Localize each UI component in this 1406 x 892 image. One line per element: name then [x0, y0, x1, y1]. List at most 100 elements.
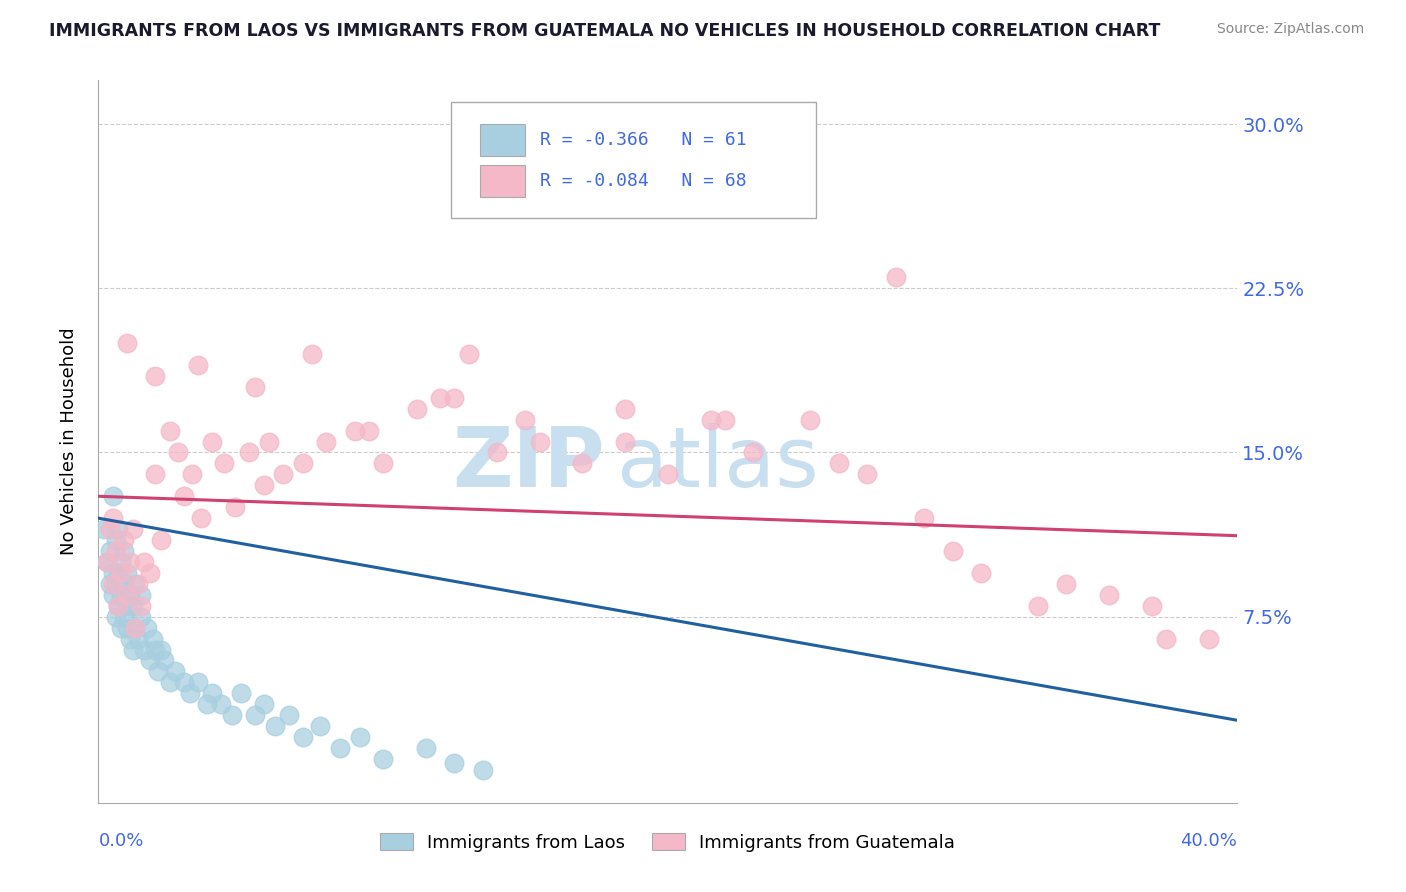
Point	[159, 675, 181, 690]
Point	[129, 609, 152, 624]
Point	[129, 599, 152, 613]
Point	[292, 730, 315, 744]
Point	[98, 577, 121, 591]
Point	[373, 752, 395, 766]
Point	[406, 401, 429, 416]
Point	[292, 457, 315, 471]
Text: Source: ZipAtlas.com: Source: ZipAtlas.com	[1216, 22, 1364, 37]
Point	[110, 621, 132, 635]
Point	[167, 445, 190, 459]
Point	[301, 347, 323, 361]
Point	[132, 642, 155, 657]
Point	[856, 467, 879, 482]
Point	[121, 599, 143, 613]
Point	[124, 621, 146, 635]
Point	[471, 763, 494, 777]
Point	[429, 391, 451, 405]
Point	[145, 642, 167, 657]
Point	[118, 588, 141, 602]
Point	[443, 756, 465, 771]
Point	[415, 741, 437, 756]
Point	[141, 632, 163, 646]
Point	[1140, 599, 1163, 613]
Point	[112, 544, 135, 558]
Point	[112, 577, 135, 591]
FancyBboxPatch shape	[479, 165, 526, 197]
Text: atlas: atlas	[617, 423, 818, 504]
Point	[112, 533, 135, 547]
Point	[110, 555, 132, 569]
Point	[98, 544, 121, 558]
Point	[115, 621, 138, 635]
Point	[699, 412, 721, 426]
Point	[273, 467, 295, 482]
Point	[96, 555, 118, 569]
Point	[212, 457, 235, 471]
Point	[135, 621, 157, 635]
Point	[195, 698, 218, 712]
Point	[714, 412, 737, 426]
Point	[190, 511, 212, 525]
Point	[115, 599, 138, 613]
Point	[614, 401, 637, 416]
Text: R = -0.366   N = 61: R = -0.366 N = 61	[540, 131, 747, 149]
Point	[118, 632, 141, 646]
Point	[110, 566, 132, 580]
Point	[179, 686, 201, 700]
Point	[329, 741, 352, 756]
Point	[614, 434, 637, 449]
Text: IMMIGRANTS FROM LAOS VS IMMIGRANTS FROM GUATEMALA NO VEHICLES IN HOUSEHOLD CORRE: IMMIGRANTS FROM LAOS VS IMMIGRANTS FROM …	[49, 22, 1160, 40]
Text: ZIP: ZIP	[453, 423, 605, 504]
Point	[486, 445, 509, 459]
Point	[209, 698, 232, 712]
Point	[159, 424, 181, 438]
Point	[252, 698, 274, 712]
Point	[657, 467, 679, 482]
Point	[278, 708, 301, 723]
Point	[201, 686, 224, 700]
Point	[243, 380, 266, 394]
Point	[101, 489, 124, 503]
Point	[373, 457, 395, 471]
Point	[127, 577, 149, 591]
Point	[115, 336, 138, 351]
Point	[529, 434, 551, 449]
Point	[224, 500, 246, 515]
Point	[173, 489, 195, 503]
FancyBboxPatch shape	[451, 102, 815, 218]
Point	[104, 533, 127, 547]
Point	[107, 599, 129, 613]
Point	[1098, 588, 1121, 602]
Point	[357, 424, 380, 438]
Point	[457, 347, 479, 361]
Point	[107, 566, 129, 580]
Point	[104, 609, 127, 624]
Point	[912, 511, 935, 525]
Point	[252, 478, 274, 492]
Point	[127, 632, 149, 646]
Point	[173, 675, 195, 690]
Text: R = -0.084   N = 68: R = -0.084 N = 68	[540, 172, 747, 190]
Point	[115, 566, 138, 580]
Text: 40.0%: 40.0%	[1181, 831, 1237, 850]
Point	[145, 467, 167, 482]
Point	[150, 642, 173, 657]
Point	[259, 434, 281, 449]
Point	[101, 577, 124, 591]
Point	[443, 391, 465, 405]
Point	[201, 434, 224, 449]
Point	[571, 457, 593, 471]
Point	[118, 555, 141, 569]
Point	[104, 577, 127, 591]
Point	[115, 588, 138, 602]
Point	[243, 708, 266, 723]
Point	[349, 730, 371, 744]
Point	[124, 577, 146, 591]
Point	[264, 719, 287, 733]
Point	[132, 555, 155, 569]
FancyBboxPatch shape	[479, 124, 526, 156]
Point	[101, 566, 124, 580]
Point	[187, 358, 209, 372]
Point	[121, 642, 143, 657]
Point	[124, 621, 146, 635]
